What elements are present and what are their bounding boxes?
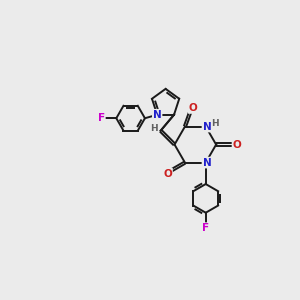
Text: N: N: [202, 122, 211, 132]
Text: F: F: [98, 113, 105, 123]
Text: O: O: [189, 103, 197, 113]
Text: H: H: [211, 118, 218, 127]
Text: F: F: [202, 223, 209, 233]
Text: O: O: [232, 140, 241, 150]
Text: N: N: [153, 110, 162, 120]
Text: H: H: [150, 124, 158, 133]
Text: O: O: [163, 169, 172, 178]
Text: N: N: [202, 158, 211, 168]
